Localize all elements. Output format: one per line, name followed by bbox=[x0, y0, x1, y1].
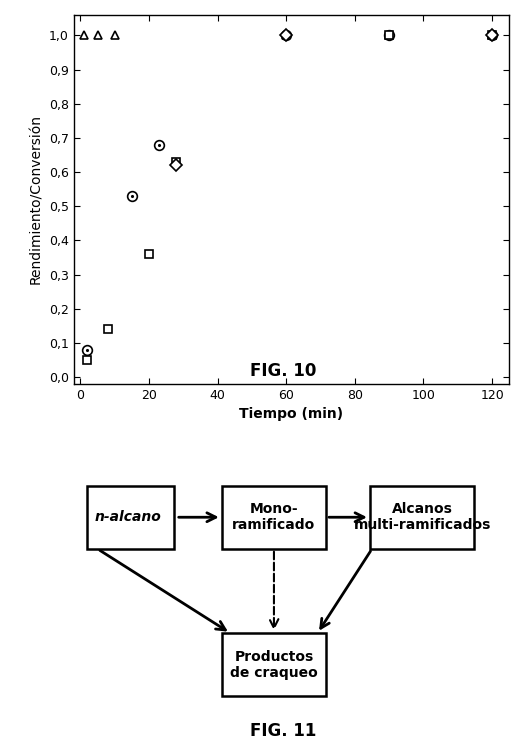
Text: Mono-
ramificado: Mono- ramificado bbox=[233, 503, 316, 532]
FancyBboxPatch shape bbox=[222, 486, 326, 549]
Text: FIG. 10: FIG. 10 bbox=[250, 362, 317, 380]
Text: Productos
de craqueo: Productos de craqueo bbox=[230, 650, 318, 680]
FancyBboxPatch shape bbox=[87, 486, 174, 549]
Text: FIG. 11: FIG. 11 bbox=[250, 722, 317, 740]
Y-axis label: Rendimiento/Conversión: Rendimiento/Conversión bbox=[29, 115, 43, 284]
Text: n-alcano: n-alcano bbox=[94, 510, 161, 524]
FancyBboxPatch shape bbox=[222, 633, 326, 696]
Text: Alcanos
multi-ramificados: Alcanos multi-ramificados bbox=[353, 503, 491, 532]
FancyBboxPatch shape bbox=[370, 486, 475, 549]
X-axis label: Tiempo (min): Tiempo (min) bbox=[239, 407, 343, 422]
